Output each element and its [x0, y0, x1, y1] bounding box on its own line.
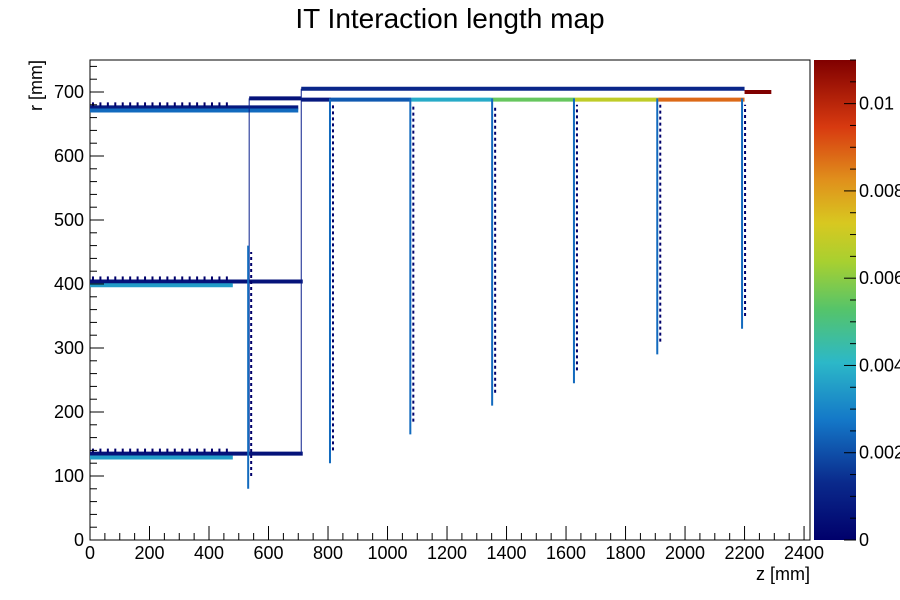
x-tick-label: 600	[253, 543, 283, 563]
y-tick-label: 300	[54, 338, 84, 358]
colorbar-axis: 0 0.002 0.004 0.006 0.008 0.01	[844, 59, 900, 550]
x-tick-label: 1600	[546, 543, 586, 563]
colorbar-tick-label: 0.004	[859, 355, 900, 375]
colorbar-tick-label: 0.01	[859, 94, 894, 114]
x-tick-label: 400	[194, 543, 224, 563]
colorbar	[814, 60, 856, 540]
x-tick-label: 2400	[784, 543, 824, 563]
x-tick-label: 2200	[725, 543, 765, 563]
x-tick-label: 1000	[367, 543, 407, 563]
x-tick-label: 200	[134, 543, 164, 563]
x-tick-label: 800	[313, 543, 343, 563]
x-axis-label: z [mm]	[756, 564, 810, 584]
y-tick-label: 500	[54, 210, 84, 230]
y-axis: 0 100 200 300 400 500 600 700	[54, 65, 104, 550]
y-axis-label: r [mm]	[26, 60, 46, 111]
plot-frame	[89, 59, 811, 541]
y-tick-label: 600	[54, 146, 84, 166]
x-tick-label: 0	[85, 543, 95, 563]
colorbar-tick-label: 0.008	[859, 181, 900, 201]
y-tick-label: 700	[54, 82, 84, 102]
y-tick-label: 0	[74, 530, 84, 550]
x-tick-label: 1400	[487, 543, 527, 563]
y-tick-label: 100	[54, 466, 84, 486]
data-layer	[90, 86, 772, 489]
colorbar-tick-label: 0	[859, 530, 869, 550]
x-tick-label: 1800	[606, 543, 646, 563]
colorbar-tick-label: 0.006	[859, 268, 900, 288]
colorbar-tick-label: 0.002	[859, 443, 900, 463]
x-tick-label: 2000	[665, 543, 705, 563]
y-tick-label: 200	[54, 402, 84, 422]
x-tick-label: 1200	[427, 543, 467, 563]
chart-title: IT Interaction length map	[295, 3, 604, 34]
x-axis: 0 200 400 600 800 1000 1200 1400 1600 1800 2000 220…	[85, 526, 824, 563]
y-tick-label: 400	[54, 274, 84, 294]
